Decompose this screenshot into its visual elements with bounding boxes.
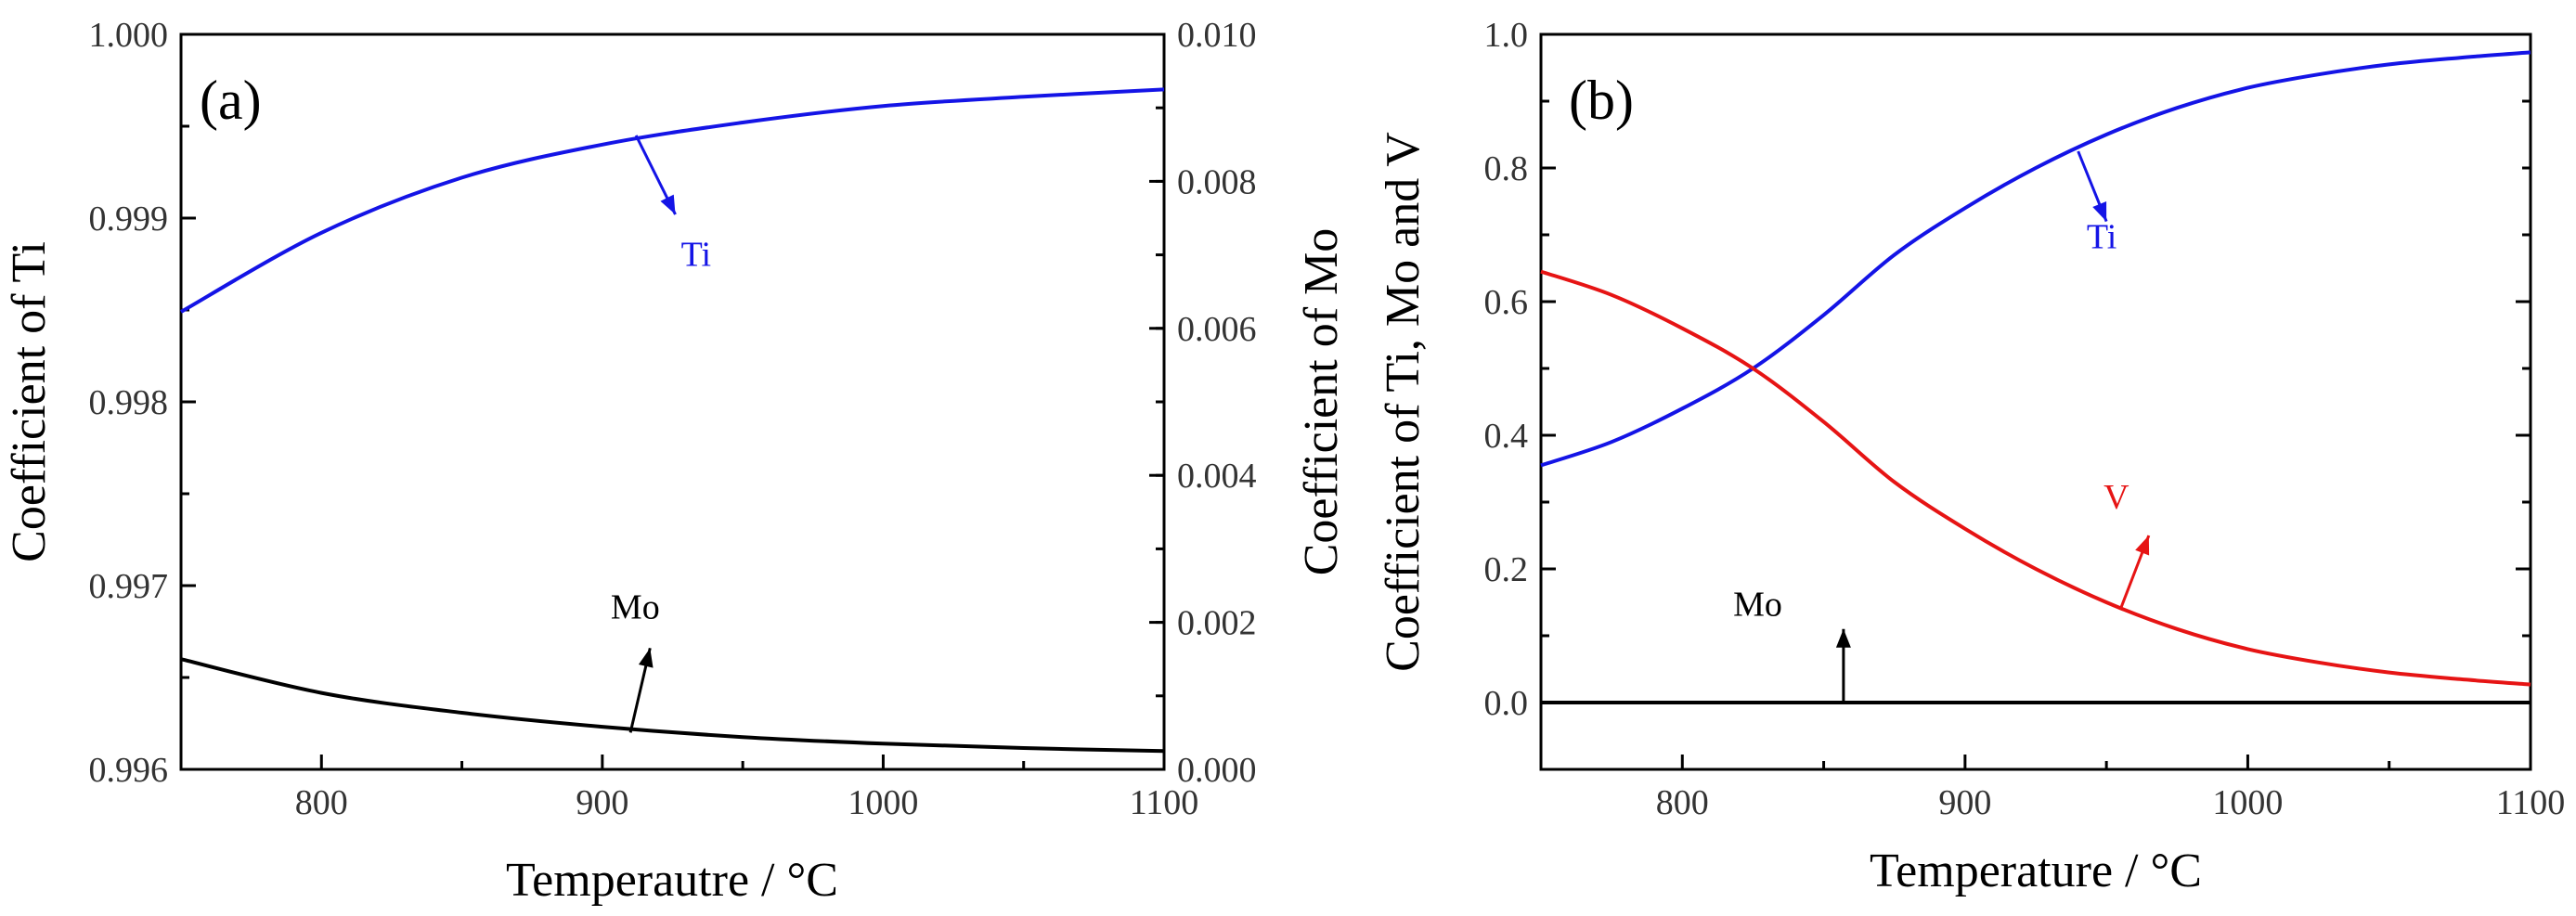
panel-a-y-right-ticks: 0.000 0.002 0.004 0.006 0.008 0.010 bbox=[1149, 16, 1257, 790]
annotation-arrow-ti bbox=[2077, 150, 2108, 223]
y-tick-label: 0.2 bbox=[1484, 550, 1529, 589]
annotation-arrow-mo-head bbox=[1835, 628, 1851, 648]
y-tick-label: 0.998 bbox=[89, 383, 169, 422]
series-line-ti bbox=[180, 87, 1165, 314]
panel-b-y-ticks: 0.0 0.2 0.4 0.6 0.8 1.0 bbox=[1484, 16, 2531, 723]
panel-b-x-axis-title: Temperature / °C bbox=[1870, 845, 2202, 897]
panel-a-annotations: Ti Mo bbox=[611, 135, 711, 733]
panel-b-y-axis-title: Coefficient of Ti, Mo and V bbox=[1377, 132, 1430, 672]
panel-a-label: (a) bbox=[200, 70, 262, 131]
x-tick-label: 800 bbox=[1656, 783, 1709, 822]
y-tick-label: 0.4 bbox=[1484, 417, 1529, 456]
x-tick-label: 1100 bbox=[2496, 783, 2566, 822]
panel-a-y-left-ticks: 0.996 0.997 0.998 0.999 1.000 bbox=[89, 16, 196, 790]
annotation-label-ti: Ti bbox=[2087, 217, 2116, 256]
y-tick-label: 0.010 bbox=[1177, 16, 1257, 55]
annotation-arrow-mo-head bbox=[638, 648, 654, 668]
panel-a-x-axis-title: Temperautre / °C bbox=[506, 854, 838, 907]
y-tick-label: 0.0 bbox=[1484, 684, 1529, 723]
panel-a-x-ticks: 800 900 1000 1100 bbox=[179, 755, 1199, 822]
series-line-mo bbox=[180, 657, 1165, 754]
y-tick-label: 0.996 bbox=[89, 751, 169, 790]
x-tick-label: 1000 bbox=[848, 783, 918, 822]
panel-b-plot-frame bbox=[1539, 32, 2532, 771]
y-tick-label: 1.0 bbox=[1484, 16, 1529, 55]
y-tick-label: 0.006 bbox=[1177, 310, 1257, 349]
annotation-label-mo: Mo bbox=[611, 588, 660, 627]
annotation-label-v: V bbox=[2104, 478, 2129, 517]
y-tick-label: 0.002 bbox=[1177, 604, 1257, 643]
panel-a-plot-frame bbox=[179, 32, 1166, 771]
x-tick-label: 800 bbox=[295, 783, 348, 822]
annotation-arrow-ti-head bbox=[2092, 201, 2107, 222]
annotation-arrow-mo bbox=[1835, 628, 1851, 703]
annotation-arrow-v bbox=[2118, 535, 2151, 610]
annotation-arrow-mo bbox=[628, 647, 654, 733]
x-tick-label: 1100 bbox=[1130, 783, 1199, 822]
panel-b-annotations: Ti V Mo bbox=[1733, 150, 2151, 703]
y-tick-label: 1.000 bbox=[89, 16, 169, 55]
y-tick-label: 0.008 bbox=[1177, 162, 1257, 201]
panel-a: 800 900 1000 1100 0.996 0.997 0.998 0.999 1.000… bbox=[3, 16, 1348, 907]
x-tick-label: 1000 bbox=[2212, 783, 2283, 822]
series-line-ti bbox=[1540, 50, 2531, 468]
annotation-arrow-ti-head bbox=[660, 194, 676, 215]
panel-a-y-left-axis-title: Coefficient of Ti bbox=[3, 241, 56, 562]
panel-b-x-ticks: 800 900 1000 1100 bbox=[1539, 755, 2566, 822]
y-tick-label: 0.6 bbox=[1484, 283, 1529, 322]
panel-a-y-right-axis-title: Coefficient of Mo bbox=[1295, 228, 1348, 576]
panel-a-series bbox=[180, 87, 1165, 754]
series-line-v bbox=[1540, 269, 2531, 687]
annotation-label-mo: Mo bbox=[1733, 585, 1782, 624]
y-tick-label: 0.997 bbox=[89, 567, 169, 606]
y-tick-label: 0.999 bbox=[89, 200, 169, 239]
y-tick-label: 0.004 bbox=[1177, 457, 1257, 496]
y-tick-label: 0.000 bbox=[1177, 751, 1257, 790]
x-tick-label: 900 bbox=[1938, 783, 1991, 822]
annotation-arrow-v-head bbox=[2135, 535, 2150, 556]
annotation-label-ti: Ti bbox=[681, 235, 711, 274]
panel-b: 800 900 1000 1100 0.00.20.40.60.81.0 TiVMo … bbox=[1377, 16, 2565, 897]
panel-b-series bbox=[1540, 50, 2531, 704]
panel-b-label: (b) bbox=[1569, 70, 1634, 131]
annotation-arrow-ti bbox=[634, 135, 677, 215]
x-tick-label: 900 bbox=[576, 783, 628, 822]
y-tick-label: 0.8 bbox=[1484, 149, 1529, 188]
